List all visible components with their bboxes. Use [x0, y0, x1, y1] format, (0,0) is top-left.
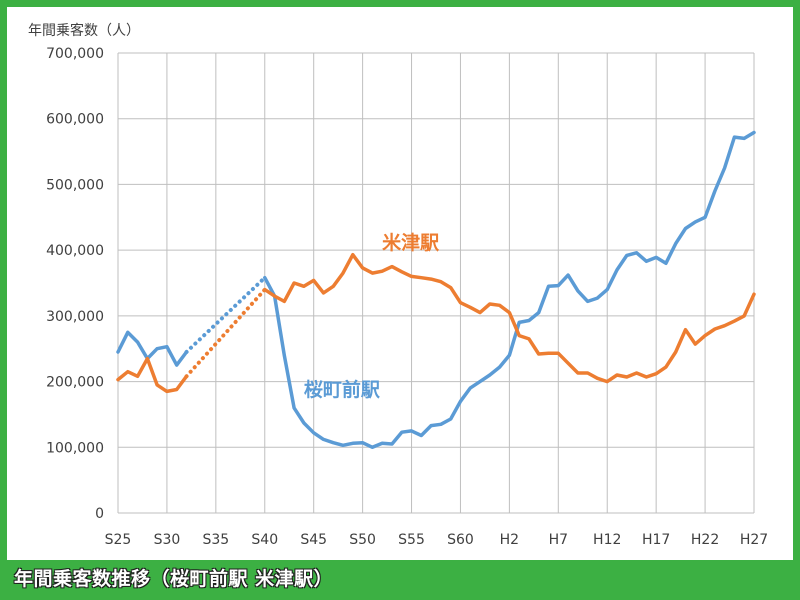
y-tick-label: 400,000 — [46, 243, 104, 259]
x-tick-label: S50 — [349, 532, 376, 548]
series-name-label: 米津駅 — [382, 231, 440, 254]
chart-panel: 年間乗客数（人） 0 100,000 200,000 300,000 400,000 50… — [7, 7, 793, 560]
y-axis-label: 年間乗客数（人） — [28, 22, 140, 39]
x-tick-label: S40 — [251, 532, 278, 548]
x-tick-label: H2 — [500, 532, 519, 548]
y-tick-label: 600,000 — [46, 112, 104, 128]
series-line-solid — [263, 252, 756, 384]
y-tick-label: 700,000 — [46, 46, 104, 62]
x-tick-label: H12 — [593, 532, 621, 548]
x-axis-ticks: S25 S30 S35 S40 S45 S50 S55 S60 H2 H7 H12 H17 H22 H27 — [105, 532, 769, 548]
y-tick-label: 300,000 — [46, 309, 104, 325]
x-tick-label: S45 — [300, 532, 327, 548]
series-line-solid — [116, 330, 189, 367]
series-lines — [116, 130, 756, 450]
y-axis-ticks: 0 100,000 200,000 300,000 400,000 500,000 600,… — [46, 46, 104, 522]
series-labels: 桜町前駅 米津駅 — [304, 231, 440, 401]
x-tick-label: S30 — [154, 532, 181, 548]
x-tick-label: S35 — [202, 532, 229, 548]
series-line-dotted — [184, 287, 267, 379]
y-tick-label: 0 — [95, 506, 104, 522]
x-tick-label: H17 — [642, 532, 670, 548]
y-tick-label: 200,000 — [46, 375, 104, 391]
chart-caption: 年間乗客数推移（桜町前駅 米津駅） — [14, 568, 334, 590]
series-line-solid — [116, 356, 189, 394]
x-tick-label: H7 — [549, 532, 568, 548]
x-tick-label: H27 — [740, 532, 768, 548]
series-line-solid — [263, 130, 756, 450]
grid — [117, 52, 755, 514]
x-tick-label: S55 — [398, 532, 425, 548]
y-tick-label: 100,000 — [46, 440, 104, 456]
series-line-dotted — [184, 275, 267, 354]
x-tick-label: H22 — [691, 532, 719, 548]
x-tick-label: S60 — [447, 532, 474, 548]
y-tick-label: 500,000 — [46, 177, 104, 193]
x-tick-label: S25 — [105, 532, 132, 548]
line-chart: 年間乗客数（人） 0 100,000 200,000 300,000 400,000 50… — [28, 22, 769, 548]
series-name-label: 桜町前駅 — [304, 378, 381, 401]
